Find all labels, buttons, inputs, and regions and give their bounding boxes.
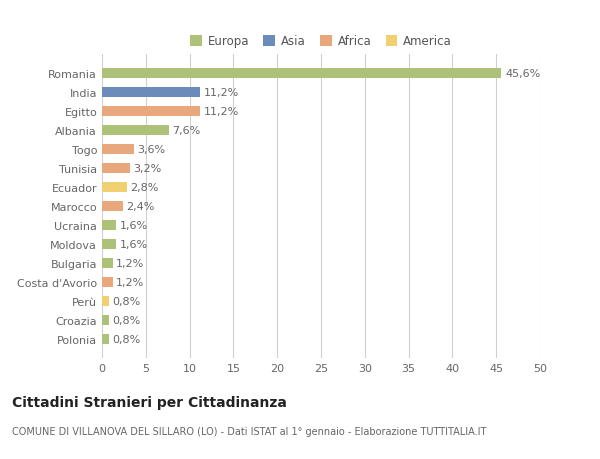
Text: 7,6%: 7,6% <box>172 126 200 136</box>
Text: 45,6%: 45,6% <box>505 69 540 79</box>
Legend: Europa, Asia, Africa, America: Europa, Asia, Africa, America <box>185 31 457 53</box>
Bar <box>102 182 127 193</box>
Text: 0,8%: 0,8% <box>113 315 141 325</box>
Bar <box>102 163 130 174</box>
Bar <box>102 315 109 325</box>
Text: 2,8%: 2,8% <box>130 183 158 193</box>
Text: 3,2%: 3,2% <box>134 164 162 174</box>
Bar <box>102 334 109 344</box>
Bar <box>102 258 113 269</box>
Text: 11,2%: 11,2% <box>203 88 239 98</box>
Bar <box>102 88 200 98</box>
Text: 0,8%: 0,8% <box>113 334 141 344</box>
Text: 1,2%: 1,2% <box>116 258 144 269</box>
Bar <box>102 106 200 117</box>
Text: 1,6%: 1,6% <box>119 220 148 230</box>
Bar <box>102 69 502 79</box>
Bar <box>102 202 123 212</box>
Text: 1,2%: 1,2% <box>116 277 144 287</box>
Text: 11,2%: 11,2% <box>203 107 239 117</box>
Bar <box>102 296 109 307</box>
Bar <box>102 277 113 287</box>
Text: 2,4%: 2,4% <box>127 202 155 212</box>
Text: 1,6%: 1,6% <box>119 240 148 249</box>
Bar <box>102 220 116 231</box>
Text: 0,8%: 0,8% <box>113 296 141 306</box>
Bar <box>102 145 134 155</box>
Bar <box>102 239 116 250</box>
Text: COMUNE DI VILLANOVA DEL SILLARO (LO) - Dati ISTAT al 1° gennaio - Elaborazione T: COMUNE DI VILLANOVA DEL SILLARO (LO) - D… <box>12 426 487 436</box>
Text: 3,6%: 3,6% <box>137 145 165 155</box>
Bar <box>102 126 169 136</box>
Text: Cittadini Stranieri per Cittadinanza: Cittadini Stranieri per Cittadinanza <box>12 395 287 409</box>
